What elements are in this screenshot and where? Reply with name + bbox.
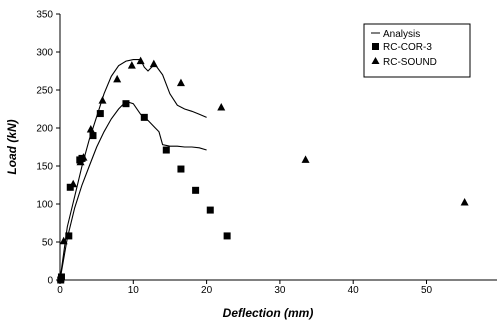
- rc-cor-3-point: [65, 232, 73, 240]
- markers: [56, 56, 469, 284]
- y-axis-title: Load (kN): [5, 119, 19, 174]
- rc-cor-3-point: [140, 113, 148, 121]
- y-tick-label: 0: [47, 276, 53, 287]
- legend-rc-sound-label: RC-SOUND: [383, 57, 437, 68]
- x-axis-title: Deflection (mm): [223, 306, 314, 320]
- rc-cor-3-point: [66, 183, 74, 191]
- y-tick-label: 50: [42, 238, 54, 249]
- rc-cor-3-point: [162, 146, 170, 154]
- rc-sound-point: [127, 61, 136, 69]
- x-tick-label: 0: [57, 285, 63, 296]
- rc-sound-point: [56, 273, 65, 282]
- rc-sound-point: [136, 56, 145, 65]
- rc-cor-3-point: [223, 232, 231, 240]
- legend-rc-cor-3-marker: [372, 43, 379, 50]
- rc-sound-point: [149, 59, 158, 68]
- rc-cor-3-point: [192, 186, 200, 194]
- y-tick-label: 200: [36, 124, 53, 135]
- x-tick-label: 20: [201, 285, 213, 296]
- legend-rc-cor-3-label: RC-COR-3: [383, 42, 432, 53]
- y-tick-label: 350: [36, 10, 53, 21]
- rc-sound-point: [460, 197, 469, 206]
- rc-sound-point: [76, 157, 85, 166]
- rc-sound-point: [113, 74, 122, 83]
- x-tick-label: 40: [348, 285, 360, 296]
- legend: Analysis RC-COR-3 RC-SOUND: [363, 23, 471, 78]
- rc-sound-point: [217, 102, 226, 111]
- y-tick-label: 250: [36, 86, 53, 97]
- y-ticks: 0 50 100 150 200 250 300 350: [36, 10, 60, 287]
- y-tick-label: 150: [36, 162, 53, 173]
- x-ticks: 0 10 20 30 40 50: [57, 280, 433, 296]
- rc-sound-point: [98, 96, 107, 104]
- x-tick-label: 30: [274, 285, 286, 296]
- analysis-curve-2: [59, 59, 207, 281]
- legend-analysis-label: Analysis: [383, 29, 420, 40]
- analysis-curve-1: [59, 100, 207, 281]
- legend-rc-sound-marker: [371, 57, 380, 64]
- x-tick-label: 10: [128, 285, 140, 296]
- rc-sound-point: [301, 155, 310, 163]
- rc-cor-3-point: [89, 132, 97, 140]
- rc-sound-point: [69, 179, 78, 188]
- rc-sound-point: [86, 125, 95, 133]
- rc-sound-point: [59, 236, 68, 245]
- rc-cor-3-point: [122, 100, 130, 108]
- rc-sound-point: [79, 153, 88, 161]
- rc-cor-3-point: [206, 206, 214, 214]
- x-tick-label: 50: [421, 285, 433, 296]
- legend-box: [363, 23, 471, 78]
- plot-area: 0 10 20 30 40 50 0 50 100 150 200 250 300 350: [36, 10, 497, 296]
- rc-cor-3-point: [96, 110, 104, 118]
- y-tick-label: 100: [36, 200, 53, 211]
- y-tick-label: 300: [36, 48, 53, 59]
- rc-cor-3-point: [177, 165, 185, 173]
- analysis-lines: [59, 59, 207, 281]
- rc-sound-point: [176, 78, 185, 87]
